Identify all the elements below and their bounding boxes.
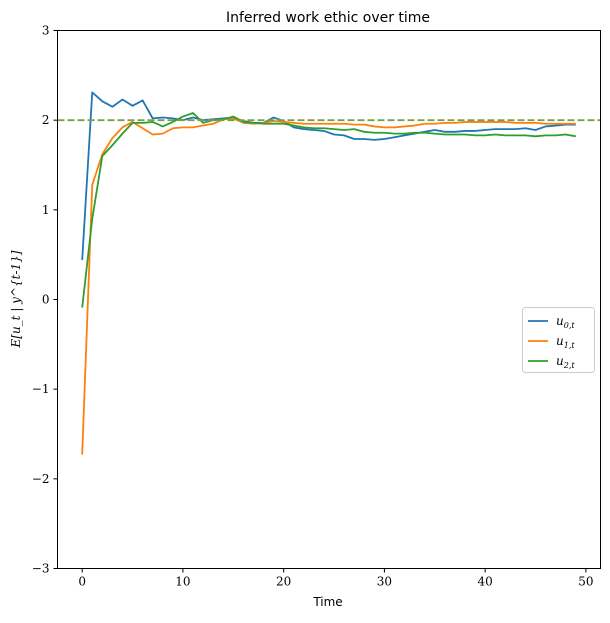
y-tick-label: 3 (42, 24, 50, 38)
legend-label: u1,t (556, 334, 575, 350)
x-axis-label: Time (312, 595, 342, 609)
y-axis-label: E[u_t | y^{t-1}] (9, 250, 23, 348)
y-tick-label: 2 (42, 113, 50, 127)
legend: u0,t u1,t u2,t (522, 307, 595, 373)
series-line-u0 (81, 91, 576, 261)
y-tick-label: −2 (32, 472, 50, 486)
chart-title: Inferred work ethic over time (226, 10, 430, 26)
x-tick-label: 10 (175, 575, 190, 589)
legend-label: u0,t (556, 314, 575, 330)
x-tick-label: 30 (377, 575, 392, 589)
x-tick-label: 50 (578, 575, 593, 589)
legend-label: u2,t (556, 354, 575, 370)
y-tick-label: −1 (32, 382, 50, 396)
series-line-u2 (81, 112, 576, 308)
plot-frame (57, 30, 601, 569)
legend-box (522, 307, 595, 373)
x-tick-label: 40 (478, 575, 493, 589)
x-tick-label: 20 (276, 575, 291, 589)
series-line-u1 (81, 117, 576, 455)
x-tick-label: 0 (78, 575, 86, 589)
y-tick-label: 0 (42, 293, 50, 307)
y-tick-label: 1 (42, 203, 50, 217)
y-tick-label: −3 (32, 562, 50, 576)
